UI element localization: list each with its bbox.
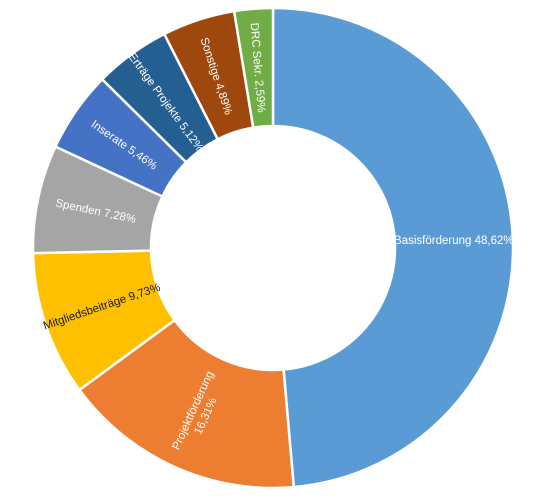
- slices-group: [31, 6, 515, 490]
- slice-basisfoerderung: [271, 6, 515, 489]
- slice-category-basisfoerderung: Basisförderung: [394, 235, 475, 247]
- slice-projektfoerderung: [77, 318, 296, 490]
- slice-category-drc-sekr: DRC Sekr.: [248, 22, 265, 80]
- slice-label-basisfoerderung: Basisförderung 48,62%: [394, 235, 514, 247]
- slice-drc-sekr: [232, 6, 275, 130]
- slice-label-drc-sekr: DRC Sekr. 2,59%: [248, 22, 267, 113]
- slice-value-drc-sekr: 2,59%: [252, 80, 267, 113]
- slice-value-basisfoerderung: 48,62%: [475, 235, 514, 247]
